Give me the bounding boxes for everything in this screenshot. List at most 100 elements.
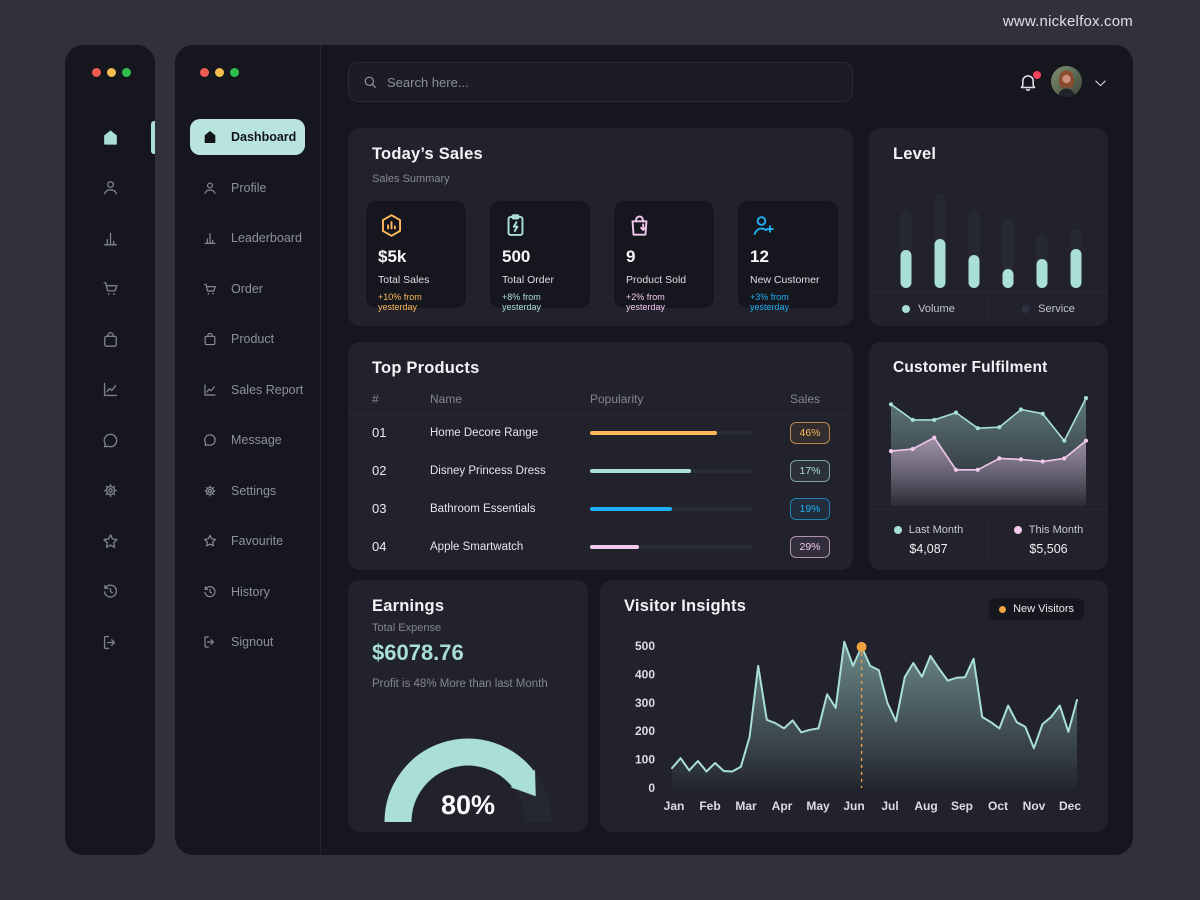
sidebar-item-label: History <box>231 584 270 599</box>
card-title: Earnings <box>372 597 445 615</box>
rail-item-profile[interactable] <box>65 163 155 214</box>
stat-card-product-sold[interactable]: 9 Product Sold +2% from yesterday <box>614 201 714 312</box>
table-body: 01 Home Decore Range 46% 02 Disney Princess … <box>348 414 853 566</box>
volume-dot-icon <box>902 305 911 313</box>
stat-card-total-order[interactable]: 500 Total Order +8% from yesterday <box>490 201 590 312</box>
notifications-button[interactable] <box>1017 71 1041 97</box>
notification-badge <box>1033 71 1041 79</box>
sales-badge: 17% <box>790 460 830 482</box>
product-row-disney-princess-dress[interactable]: 02 Disney Princess Dress 17% <box>348 452 853 490</box>
earnings-gauge: 80% <box>363 710 573 835</box>
signout-icon <box>101 633 120 652</box>
sidebar-item-profile[interactable]: Profile <box>190 163 305 214</box>
rail-item-order[interactable] <box>65 264 155 315</box>
svg-text:Feb: Feb <box>699 799 720 813</box>
rail-item-sales-report[interactable] <box>65 365 155 416</box>
sidebar-nav: Dashboard Profile Leaderboard Order Product S… <box>175 112 320 668</box>
svg-text:200: 200 <box>635 724 655 738</box>
legend-label: This Month <box>1028 524 1084 536</box>
card-title: Top Products <box>372 359 480 377</box>
level-card: Level Volume Service <box>869 128 1108 326</box>
close-window-icon[interactable] <box>92 68 101 77</box>
cart-icon <box>101 279 120 298</box>
sidebar-item-sales-report[interactable]: Sales Report <box>190 365 305 416</box>
search-input[interactable] <box>387 74 839 90</box>
rail-item-product[interactable] <box>65 314 155 365</box>
product-row-apple-smartwatch[interactable]: 04 Apple Smartwatch 29% <box>348 528 853 566</box>
sidebar-item-label: Sales Report <box>231 382 304 397</box>
svg-text:400: 400 <box>635 667 655 681</box>
close-window-icon[interactable] <box>200 68 209 77</box>
sidebar-item-dashboard[interactable]: Dashboard <box>190 119 305 155</box>
level-legend: Volume Service <box>869 292 1108 326</box>
minimize-window-icon[interactable] <box>107 68 116 77</box>
chat-icon <box>101 431 120 450</box>
home-icon <box>202 129 218 145</box>
service-dot-icon <box>1022 305 1031 313</box>
icon-rail-nav <box>65 112 155 668</box>
product-row-bathroom-essentials[interactable]: 03 Bathroom Essentials 19% <box>348 490 853 528</box>
legend-label-row: This Month <box>1013 524 1084 536</box>
line-chart-icon <box>101 380 120 399</box>
sidebar-item-message[interactable]: Message <box>190 415 305 466</box>
popularity-bar <box>590 507 753 511</box>
legend-service: Service <box>989 303 1108 315</box>
svg-text:500: 500 <box>635 639 655 653</box>
sidebar-item-label: Product <box>231 332 275 347</box>
rail-item-settings[interactable] <box>65 466 155 517</box>
sidebar-item-favourite[interactable]: Favourite <box>190 516 305 567</box>
stat-label: Product Sold <box>626 274 687 286</box>
gear-icon <box>202 483 218 499</box>
product-name: Apple Smartwatch <box>430 541 524 553</box>
stat-card-total-sales[interactable]: $5k Total Sales +10% from yesterday <box>366 201 466 312</box>
stat-value: 500 <box>502 247 531 266</box>
badge-label: New Visitors <box>1013 603 1074 615</box>
product-name: Disney Princess Dress <box>430 465 546 477</box>
sidebar-item-label: Order <box>231 281 263 296</box>
avatar[interactable] <box>1051 66 1082 97</box>
rail-item-message[interactable] <box>65 415 155 466</box>
legend-divider <box>988 300 989 318</box>
sidebar-item-label: Dashboard <box>231 130 297 144</box>
zoom-window-icon[interactable] <box>122 68 131 77</box>
legend-label: Last Month <box>908 524 964 536</box>
svg-text:Nov: Nov <box>1023 799 1046 813</box>
sidebar-item-history[interactable]: History <box>190 567 305 618</box>
sidebar-item-label: Settings <box>231 483 277 498</box>
svg-text:Aug: Aug <box>914 799 937 813</box>
rail-item-leaderboard[interactable] <box>65 213 155 264</box>
minimize-window-icon[interactable] <box>215 68 224 77</box>
last-month-dot-icon <box>893 526 902 534</box>
rail-item-history[interactable] <box>65 567 155 618</box>
sidebar-item-signout[interactable]: Signout <box>190 617 305 668</box>
stat-delta: +8% from yesterday <box>502 292 542 312</box>
rail-item-dashboard[interactable] <box>65 112 155 163</box>
rail-item-favourite[interactable] <box>65 516 155 567</box>
stat-card-new-customer[interactable]: 12 New Customer +3% from yesterday <box>738 201 838 312</box>
chart-bars-icon <box>202 230 218 246</box>
history-icon <box>202 584 218 600</box>
level-bar-chart <box>889 180 1089 295</box>
chevron-down-icon[interactable] <box>1092 75 1109 97</box>
rail-item-signout[interactable] <box>65 617 155 668</box>
user-icon <box>202 180 218 196</box>
star-icon <box>202 533 218 549</box>
svg-text:Sep: Sep <box>951 799 973 813</box>
site-url: www.nickelfox.com <box>1002 13 1133 30</box>
sidebar-item-label: Leaderboard <box>231 231 302 246</box>
product-row-home-decore-range[interactable]: 01 Home Decore Range 46% <box>348 414 853 452</box>
sidebar-item-settings[interactable]: Settings <box>190 466 305 517</box>
product-rank: 04 <box>372 539 387 554</box>
stat-label: Total Order <box>502 274 554 286</box>
zoom-window-icon[interactable] <box>230 68 239 77</box>
new-visitors-badge: New Visitors <box>989 598 1084 620</box>
sidebar-item-product[interactable]: Product <box>190 314 305 365</box>
earnings-card: Earnings Total Expense $6078.76 Profit i… <box>348 580 588 832</box>
header-popularity: Popularity <box>590 392 644 406</box>
sales-badge: 19% <box>790 498 830 520</box>
sidebar-item-leaderboard[interactable]: Leaderboard <box>190 213 305 264</box>
sidebar-item-order[interactable]: Order <box>190 264 305 315</box>
window-controls <box>92 68 131 77</box>
legend-amount: $4,087 <box>909 542 948 556</box>
legend-amount: $5,506 <box>1029 542 1068 556</box>
